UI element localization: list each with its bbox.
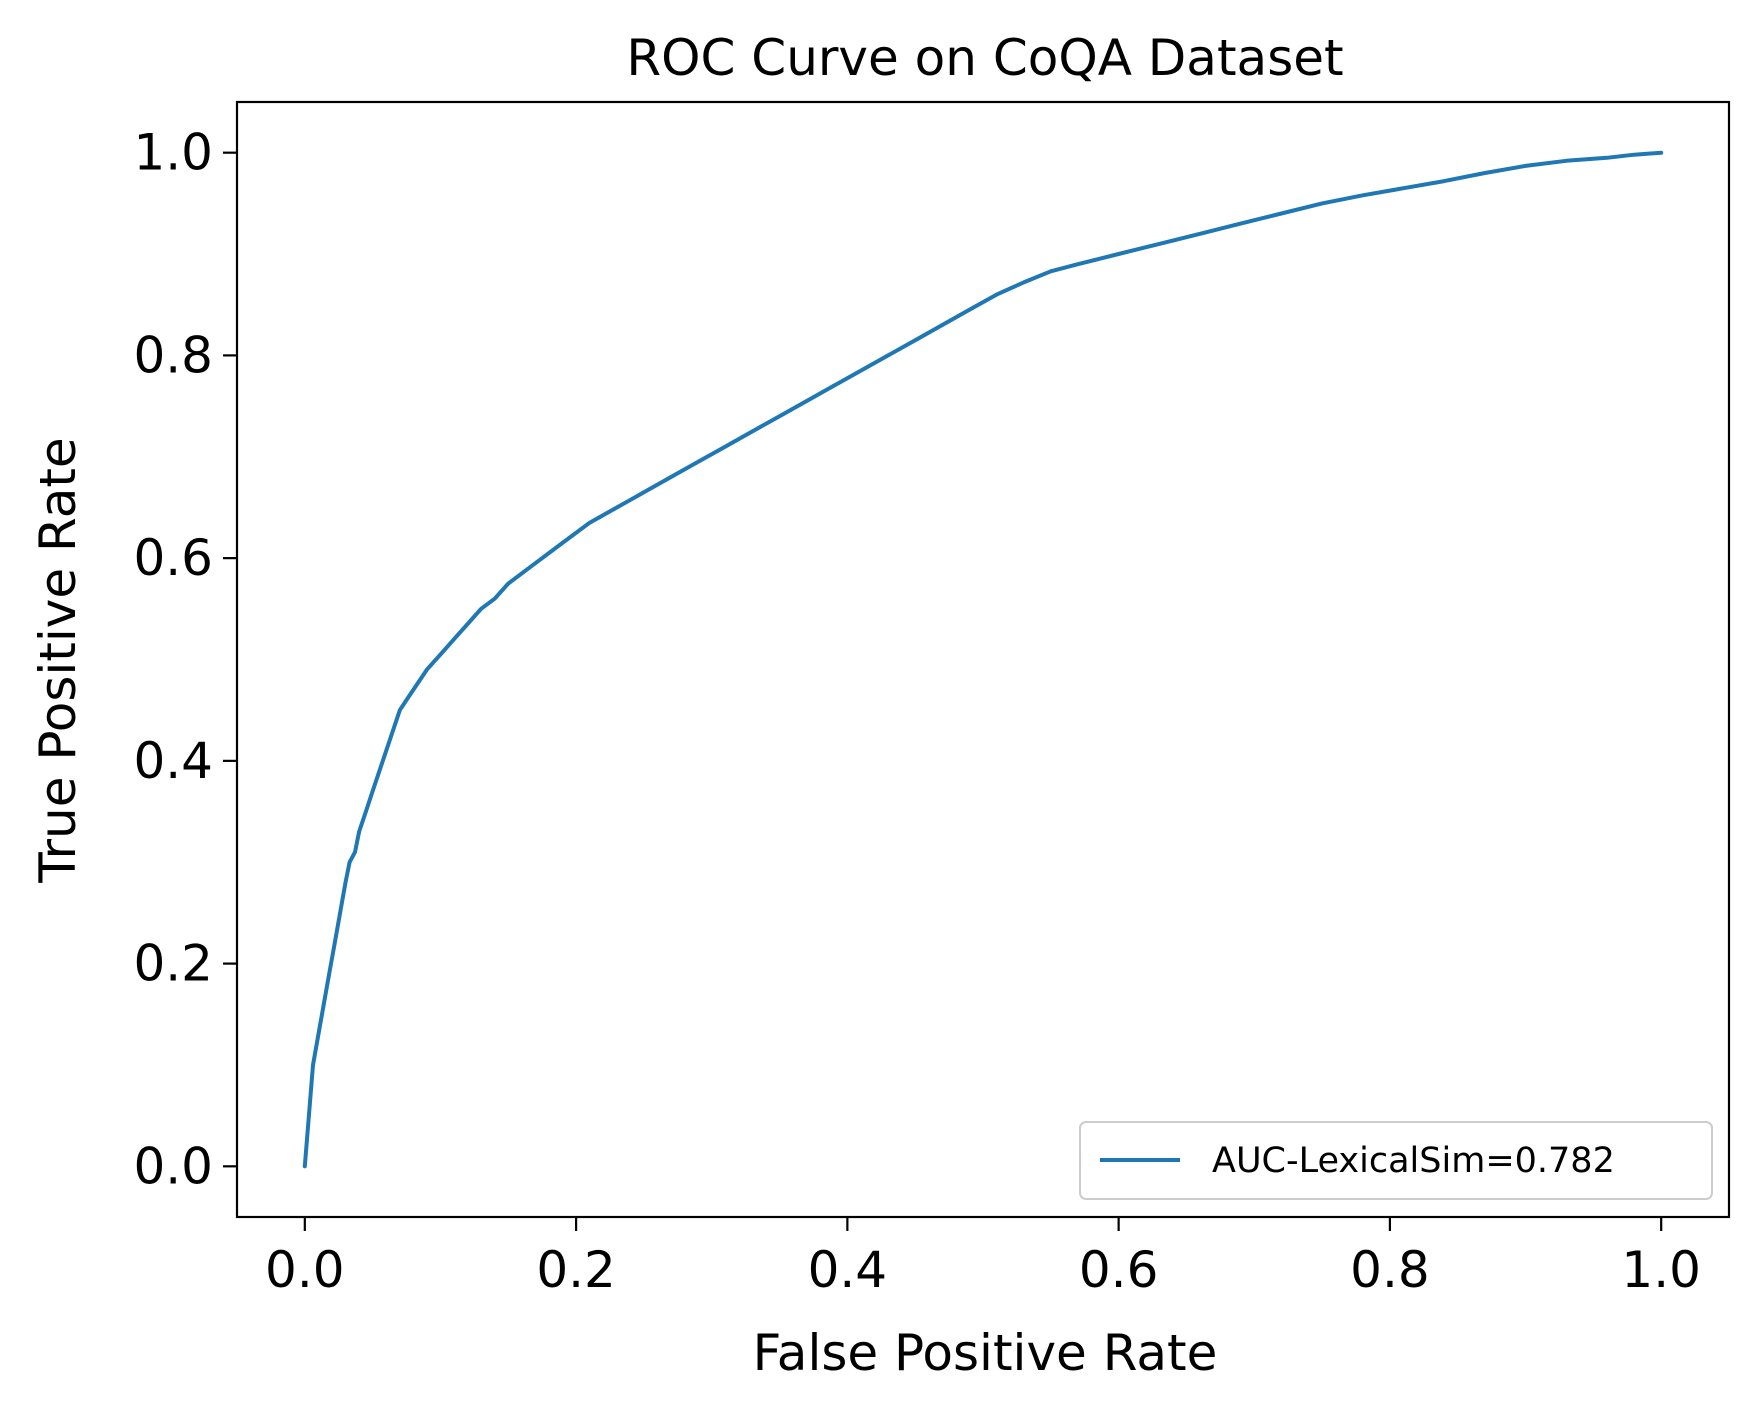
y-tick-label: 0.8	[133, 326, 213, 384]
y-tick-label: 0.0	[133, 1137, 213, 1195]
y-tick-label: 0.4	[133, 732, 213, 790]
y-tick-label: 0.2	[133, 935, 213, 993]
y-axis-label: True Positive Rate	[29, 437, 87, 883]
y-tick-label: 0.6	[133, 529, 213, 587]
x-tick-label: 0.4	[808, 1241, 888, 1299]
x-tick-label: 0.0	[265, 1241, 345, 1299]
chart-title: ROC Curve on CoQA Dataset	[626, 29, 1343, 87]
roc-curve-line	[302, 150, 1664, 1169]
legend-entry-label: AUC-LexicalSim=0.782	[1212, 1141, 1615, 1181]
x-tick-label: 1.0	[1621, 1241, 1701, 1299]
x-tick-label: 0.8	[1350, 1241, 1430, 1299]
x-tick-label: 0.6	[1079, 1241, 1159, 1299]
plot-frame	[235, 100, 1731, 1219]
ticks-layer: 0.0 0.2 0.4 0.6 0.8 1.0 0.0 0.2 0.4 0.6 0.8 1.0	[133, 124, 1700, 1299]
x-tick-label: 0.2	[536, 1241, 616, 1299]
legend: AUC-LexicalSim=0.782	[1079, 1121, 1713, 1200]
legend-box	[1079, 1121, 1713, 1200]
plot-layer	[302, 150, 1664, 1169]
y-tick-label: 1.0	[133, 124, 213, 182]
x-axis-label: False Positive Rate	[753, 1324, 1218, 1382]
